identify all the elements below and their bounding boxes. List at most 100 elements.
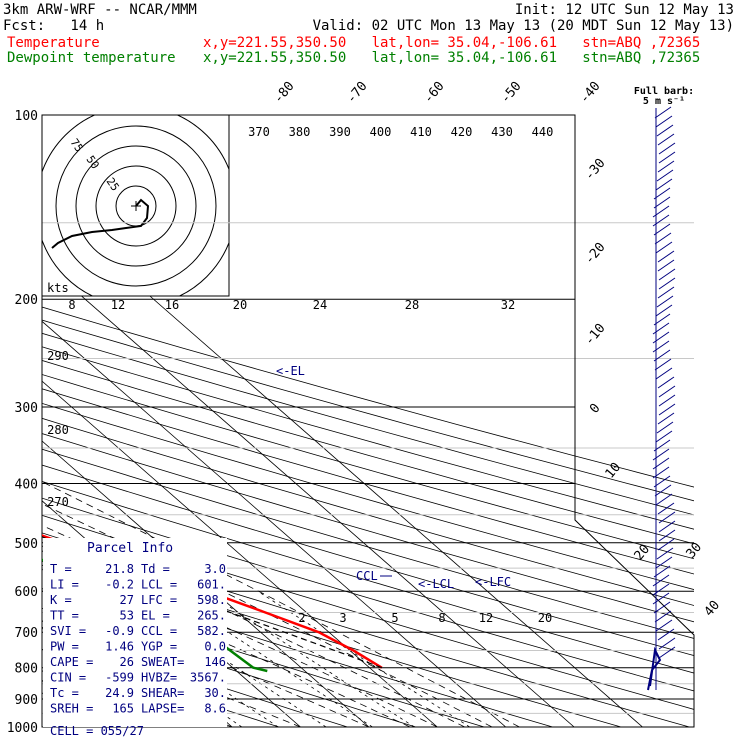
wind-barb xyxy=(652,205,670,218)
pressure-tick-label: 600 xyxy=(15,585,38,600)
parcel-value: -0.2 xyxy=(105,578,134,592)
wind-barb xyxy=(652,340,670,353)
wind-barb xyxy=(652,583,670,596)
parcel-label: SREH = xyxy=(50,702,93,716)
wind-barb xyxy=(656,169,674,182)
parcel-value: -0.9 xyxy=(105,624,134,638)
mixing-ratio-label: 12 xyxy=(479,611,493,625)
parcel-info-panel: Parcel Info T = 21.8 Td = 3.0 LI = -0.2 LCL = 60… xyxy=(43,538,227,738)
lcl-marker: <-LCL xyxy=(418,577,454,591)
hodo-speed-label: 32 xyxy=(501,298,515,312)
wind-barb xyxy=(656,295,674,308)
wind-barb xyxy=(653,565,671,578)
parcel-value: 146 xyxy=(204,655,226,669)
pressure-tick-label: 100 xyxy=(15,109,38,124)
wind-barb xyxy=(657,412,675,425)
isotherm-tick-label: -40 xyxy=(577,79,604,107)
wind-barb xyxy=(658,151,676,164)
parcel-label: SVI = xyxy=(50,624,86,638)
parcel-value: 3567. xyxy=(190,671,226,685)
pressure-tick-label: 700 xyxy=(15,626,38,641)
temperature-trace xyxy=(42,534,383,669)
pressure-tick-label: 1000 xyxy=(7,721,38,736)
wind-barb xyxy=(658,511,676,524)
parcel-label: YGP = xyxy=(141,640,177,654)
hodo-speed-label: 24 xyxy=(313,298,327,312)
parcel-value: 26 xyxy=(120,655,134,669)
isotherm-tick-label: -70 xyxy=(344,79,371,107)
wind-barb xyxy=(655,556,673,569)
wind-barb xyxy=(655,241,673,254)
parcel-label: CIN = xyxy=(50,671,86,685)
surface-wind-barb xyxy=(647,646,662,691)
wind-barb xyxy=(658,637,676,650)
parcel-label: Tc = xyxy=(50,686,79,700)
hodo-speed-label: 12 xyxy=(111,298,125,312)
wind-barb xyxy=(653,223,671,236)
theta-label: 280 xyxy=(47,423,69,437)
hodograph-ring xyxy=(95,165,177,247)
parcel-label: K = xyxy=(50,593,72,607)
wind-barb xyxy=(652,592,670,605)
parcel-value: 30. xyxy=(204,686,226,700)
isotherm-tick-label: -80 xyxy=(271,79,298,107)
theta-label: 390 xyxy=(329,125,351,139)
parcel-value: 0.0 xyxy=(204,640,226,654)
wind-barb xyxy=(652,457,670,470)
valid-time: Valid: 02 UTC Mon 13 May 13 (20 MDT Sun … xyxy=(312,18,734,34)
wind-barb xyxy=(657,160,675,173)
parcel-value: -599 xyxy=(105,671,134,685)
isotherm-tick-label: 40 xyxy=(702,598,724,620)
mixing-ratio-label: 5 xyxy=(391,611,398,625)
wind-barb xyxy=(652,331,670,344)
parcel-label: PW = xyxy=(50,640,79,654)
el-marker: <-EL xyxy=(276,364,305,378)
wind-barb xyxy=(653,187,671,200)
parcel-label: LI = xyxy=(50,578,79,592)
ccl-marker: CCL xyxy=(356,569,378,583)
wind-barb xyxy=(654,484,672,497)
theta-label: 410 xyxy=(410,125,432,139)
isotherm-tick-label: 0 xyxy=(587,401,604,417)
wind-barb xyxy=(658,277,676,290)
mixing-ratio-label: 20 xyxy=(538,611,552,625)
parcel-label: Td = xyxy=(141,562,170,576)
parcel-value: 598. xyxy=(197,593,226,607)
moist-adiabat-line xyxy=(42,545,438,727)
moist-adiabat-line xyxy=(42,564,411,727)
parcel-label: SWEAT= xyxy=(141,655,184,669)
wind-barb xyxy=(658,385,676,398)
wind-barb xyxy=(656,421,674,434)
hodo-speed-label: 8 xyxy=(68,298,75,312)
mixing-ratio-label: 8 xyxy=(438,611,445,625)
temperature-legend-label: Temperature xyxy=(7,35,100,51)
pressure-tick-label: 300 xyxy=(15,401,38,416)
parcel-title: Parcel Info xyxy=(87,541,173,556)
wind-barb xyxy=(653,601,671,614)
wind-barb xyxy=(655,619,673,632)
parcel-value: 27 xyxy=(120,593,134,607)
hodograph-ring xyxy=(75,145,197,267)
wind-barb xyxy=(652,466,670,479)
isotherm-line xyxy=(42,440,370,727)
mixing-ratio-label: 2 xyxy=(298,611,305,625)
dewpoint-legend-label: Dewpoint temperature xyxy=(7,50,176,66)
parcel-panel-bg xyxy=(43,538,227,727)
theta-label: 400 xyxy=(370,125,392,139)
parcel-value: 582. xyxy=(197,624,226,638)
wind-barb xyxy=(653,196,671,209)
wind-barb xyxy=(657,538,675,551)
isotherm-tick-label: -10 xyxy=(582,321,609,349)
parcel-label: LFC = xyxy=(141,593,177,607)
hodograph-trace xyxy=(51,198,150,249)
parcel-label: LCL = xyxy=(141,578,177,592)
wind-barb xyxy=(653,349,671,362)
model-title: 3km ARW-WRF -- NCAR/MMM xyxy=(3,2,197,18)
wind-barb xyxy=(655,430,673,443)
wind-barb xyxy=(653,313,671,326)
parcel-label: T = xyxy=(50,562,72,576)
parcel-label: HVBZ= xyxy=(141,671,177,685)
wind-barb xyxy=(657,259,675,272)
